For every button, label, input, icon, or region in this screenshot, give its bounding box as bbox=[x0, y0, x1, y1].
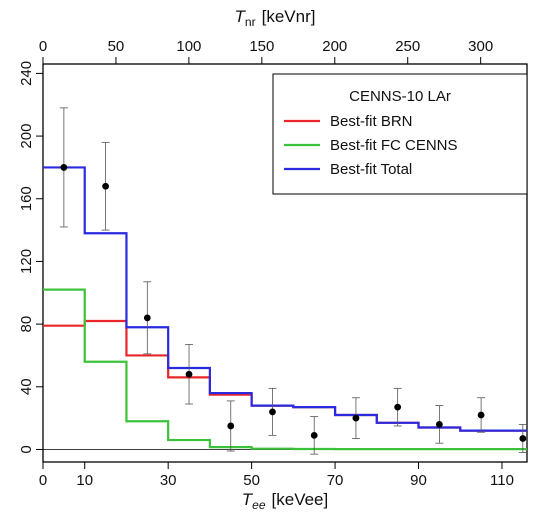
x-axis-symbol: T bbox=[242, 490, 254, 509]
y-tick-label: 160 bbox=[18, 186, 35, 211]
data-point bbox=[394, 403, 402, 411]
y-tick-label: 0 bbox=[18, 445, 35, 453]
legend-label: Best-fit Total bbox=[330, 161, 412, 178]
x-tick-label: 30 bbox=[160, 472, 177, 489]
data-point bbox=[60, 164, 68, 171]
x2-axis-subscript: nr bbox=[245, 15, 256, 29]
x-axis-title: Tee [keVee] bbox=[242, 490, 328, 512]
legend-box bbox=[272, 73, 528, 195]
data-point bbox=[102, 182, 109, 190]
x2-axis-ticks: 0 50 100 150 200 250 300 bbox=[39, 38, 493, 64]
y-tick-label: 40 bbox=[18, 378, 35, 395]
x2-axis-title: Tnr [keVnr] bbox=[235, 7, 316, 29]
legend-label: Best-fit BRN bbox=[330, 113, 413, 130]
legend-title: CENNS-10 LAr bbox=[349, 88, 451, 105]
x-tick-label: 90 bbox=[410, 472, 427, 489]
y-tick-label: 120 bbox=[18, 249, 35, 274]
x2-tick-label: 150 bbox=[249, 38, 274, 55]
data-points bbox=[59, 107, 527, 455]
data-point bbox=[185, 370, 193, 378]
legend: CENNS-10 LAr Best-fit BRN Best-fit FC CEN… bbox=[272, 73, 528, 195]
data-point bbox=[227, 422, 235, 430]
y-tick-label: 200 bbox=[18, 124, 35, 149]
legend-label: Best-fit FC CENNS bbox=[330, 137, 458, 154]
x2-tick-label: 200 bbox=[322, 38, 347, 55]
data-point bbox=[477, 411, 485, 419]
data-point bbox=[310, 431, 318, 439]
x-tick-label: 0 bbox=[39, 472, 47, 489]
data-point bbox=[143, 314, 151, 322]
x-tick-label: 50 bbox=[243, 472, 260, 489]
data-point bbox=[269, 408, 276, 416]
data-point bbox=[352, 414, 360, 422]
series-best-fit-total bbox=[43, 166, 527, 432]
x-axis-unit: [keVee] bbox=[272, 490, 329, 509]
series-best-fit-brn bbox=[43, 319, 527, 432]
y-axis-ticks: 0 40 80 120 160 200 240 bbox=[18, 61, 43, 454]
x-axis-ticks: 0 10 30 50 70 90 110 bbox=[39, 462, 514, 489]
x-tick-label: 110 bbox=[490, 472, 514, 489]
x2-axis-unit: [keVnr] bbox=[262, 7, 316, 26]
plot-frame bbox=[42, 63, 528, 463]
x2-tick-label: 300 bbox=[468, 38, 493, 55]
data-point bbox=[435, 420, 443, 428]
histogram-series bbox=[43, 166, 527, 451]
y-tick-label: 80 bbox=[18, 316, 35, 333]
series-best-fit-fc-cenns bbox=[43, 288, 527, 451]
x2-tick-label: 0 bbox=[39, 38, 47, 55]
data-point bbox=[519, 435, 527, 442]
x2-tick-label: 100 bbox=[176, 38, 201, 55]
x-tick-label: 10 bbox=[76, 472, 93, 489]
x2-axis-symbol: T bbox=[235, 7, 247, 26]
x-axis-subscript: ee bbox=[252, 498, 266, 512]
x2-tick-label: 250 bbox=[395, 38, 420, 55]
x-tick-label: 70 bbox=[327, 472, 344, 489]
y-tick-label: 240 bbox=[18, 61, 35, 86]
x2-tick-label: 50 bbox=[108, 38, 125, 55]
